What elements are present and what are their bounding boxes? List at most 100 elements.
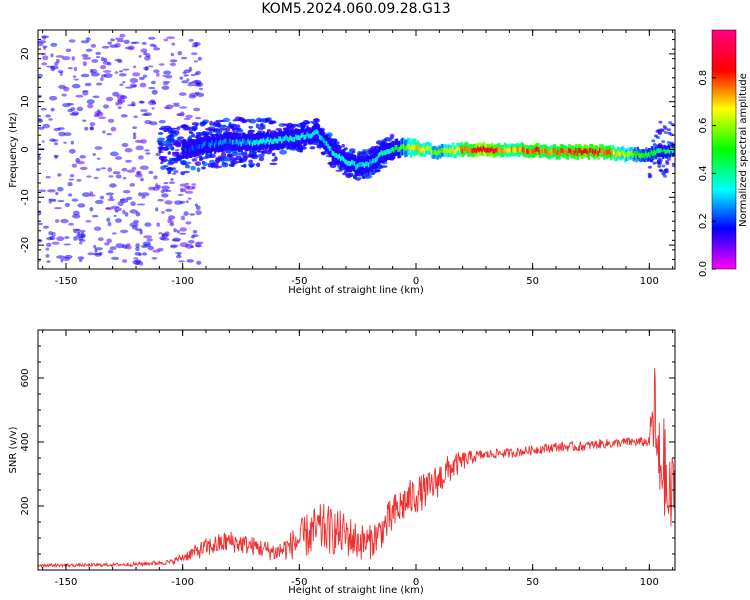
spectrogram-cell — [95, 56, 101, 58]
snr-y-tick-label: 200 — [20, 496, 31, 515]
spectrogram-cell — [57, 199, 65, 203]
spectrogram-cell — [668, 121, 673, 125]
spectrogram-cell — [115, 174, 122, 179]
spectrogram-cell — [552, 148, 556, 153]
spectrogram-cell — [170, 220, 174, 225]
spectrogram-cell — [191, 125, 198, 131]
spectrogram-cell — [97, 109, 101, 112]
spectrogram-cell — [565, 150, 568, 156]
spectrogram-cell — [176, 113, 184, 116]
spectrogram-cell — [119, 229, 129, 234]
spectrogram-cell — [199, 158, 203, 162]
spectrogram-cell — [124, 212, 129, 217]
spectrogram-cell — [92, 95, 100, 99]
spectrogram-cell — [376, 156, 379, 162]
spectrogram-cell — [94, 249, 98, 253]
spectrogram-cell — [184, 190, 194, 194]
spectrogram-cell — [164, 74, 173, 79]
spectrogram-cell — [147, 86, 156, 90]
spectrogram-cell — [309, 146, 316, 150]
snr-plot-area — [38, 330, 675, 570]
spectrogram-cell — [648, 174, 653, 178]
spectrogram-cell — [383, 150, 386, 155]
spectrogram-cell — [126, 169, 135, 173]
spectrogram-cell — [188, 147, 192, 152]
spectrogram-cell — [126, 196, 133, 200]
spectrogram-cell — [119, 83, 124, 86]
spectrogram-cell — [305, 121, 311, 124]
spectrogram-cell — [184, 185, 191, 189]
spectrogram-cell — [115, 37, 124, 41]
spectrogram-cell — [544, 148, 547, 153]
spectrogram-cell — [342, 172, 347, 176]
spectrogram-cell — [118, 73, 127, 77]
spectrogram-cell — [260, 138, 263, 144]
spectrogram-cell — [96, 157, 101, 160]
spectrogram-cell — [229, 163, 234, 167]
spectrogram-cell — [253, 139, 256, 145]
spectrogram-cell — [185, 114, 194, 119]
spectrogram-cell — [271, 139, 274, 145]
spectrogram-cell — [272, 139, 276, 144]
spectrogram-cell — [161, 233, 165, 237]
spectrogram-cell — [50, 42, 58, 47]
spectrogram-cell — [219, 127, 227, 131]
spectrogram-cell — [533, 149, 536, 155]
spectrogram-cell — [165, 208, 173, 212]
spectrogram-cell — [102, 61, 111, 65]
spectrogram-cell — [50, 65, 59, 70]
spectrogram-cell — [407, 143, 410, 149]
spectrogram-cell — [235, 129, 243, 132]
spectrogram-cell — [310, 133, 313, 139]
spectrogram-cell — [89, 207, 94, 212]
spectrogram-cell — [600, 148, 603, 153]
spectrogram-cell — [49, 235, 56, 241]
spectrogram-cell — [443, 147, 446, 153]
spectrogram-cell — [96, 82, 103, 86]
spectrogram-cell — [625, 152, 628, 158]
spectrogram-cell — [53, 207, 63, 210]
spectrogram-cell — [299, 135, 302, 141]
spectrogram-cell — [369, 159, 372, 165]
spectrogram-cell — [72, 229, 81, 234]
spectrogram-cell — [38, 189, 47, 193]
spectrogram-cell — [185, 221, 192, 225]
colorbar-gradient — [711, 29, 737, 270]
spectrogram-cell — [54, 142, 58, 146]
spectrogram-cell — [218, 165, 223, 169]
spectrogram-cell — [73, 78, 80, 81]
spectrogram-cell — [109, 246, 117, 251]
spectrogram-cell — [122, 177, 127, 180]
spectrogram-cell — [71, 83, 81, 89]
spectrogram-cell — [48, 231, 54, 236]
spectrogram-cell — [464, 146, 467, 151]
spectrogram-cell — [234, 139, 238, 145]
spectrogram-cell — [345, 173, 352, 179]
spectrogram-cell — [157, 247, 164, 252]
spectrogram-cell — [222, 117, 231, 123]
spectrogram-cell — [219, 139, 222, 145]
spectrogram-cell — [60, 218, 69, 224]
spectrogram-cell — [133, 65, 137, 69]
spectrogram-cell — [460, 145, 463, 151]
spectrogram-cell — [84, 126, 89, 131]
spectrogram-cell — [615, 152, 619, 158]
spectrogram-cell — [220, 141, 224, 146]
spectrogram-cell — [341, 155, 344, 161]
spectrogram-cell — [159, 236, 166, 240]
spectrogram-cell — [163, 70, 172, 75]
spectrogram-cell — [345, 159, 348, 165]
spectrogram-cell — [183, 211, 189, 217]
spectrogram-cell — [248, 125, 253, 129]
spectrogram-cell — [138, 192, 142, 197]
spectrogram-cell — [381, 151, 385, 156]
spectrogram-cell — [514, 147, 518, 153]
spectrogram-cell — [185, 148, 189, 153]
spectrogram-cell — [247, 138, 250, 144]
spectrogram-cell — [177, 51, 183, 56]
spectrogram-cell — [38, 126, 45, 130]
spectrogram-cell — [139, 165, 149, 170]
spectrogram-cell — [670, 141, 674, 145]
spectrogram-cell — [46, 260, 51, 263]
spectrogram-cell — [598, 147, 602, 153]
